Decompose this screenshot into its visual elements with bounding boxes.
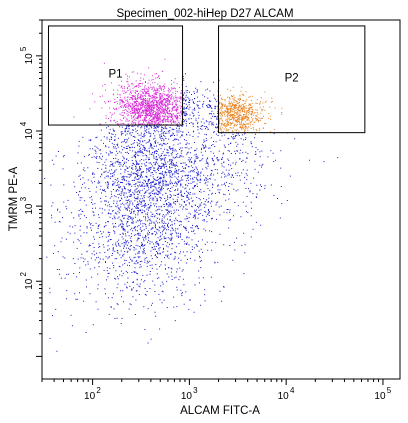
x-tick-label: 10 [181,391,193,402]
y-axis-label: TMRM PE-A [8,166,20,231]
y-tick-label: 10 [24,278,35,290]
y-tick-exponent: 4 [19,121,28,126]
event-dots [44,58,339,352]
x-tick-exponent: 3 [193,386,198,395]
x-tick-label: 10 [84,391,96,402]
x-tick-label: 10 [278,391,290,402]
y-tick-label: 10 [24,128,35,140]
y-tick-exponent: 3 [19,196,28,201]
y-tick-label: 10 [24,53,35,65]
gate-regions: P1 P2 [47,25,366,134]
y-axis: 10 2 10 3 10 4 10 5 [19,19,42,357]
chart-title: Specimen_002-hiHep D27 ALCAM [116,8,293,20]
gate-label-p1: P1 [108,68,122,80]
gate-p2 [218,25,366,134]
y-tick-exponent: 5 [19,46,28,51]
gate-p1 [47,25,184,126]
x-tick-exponent: 2 [96,386,101,395]
x-tick-exponent: 5 [387,386,392,395]
x-tick-label: 10 [374,391,386,402]
plot-frame [41,19,401,380]
x-axis-label: ALCAM FITC-A [180,405,260,417]
gate-label-p2: P2 [285,72,299,84]
y-tick-label: 10 [24,203,35,215]
plot-area: P1 P2 [41,19,401,380]
p2-events [218,86,289,134]
y-tick-exponent: 2 [19,271,28,276]
p1-events [73,58,184,126]
x-tick-exponent: 4 [290,386,295,395]
